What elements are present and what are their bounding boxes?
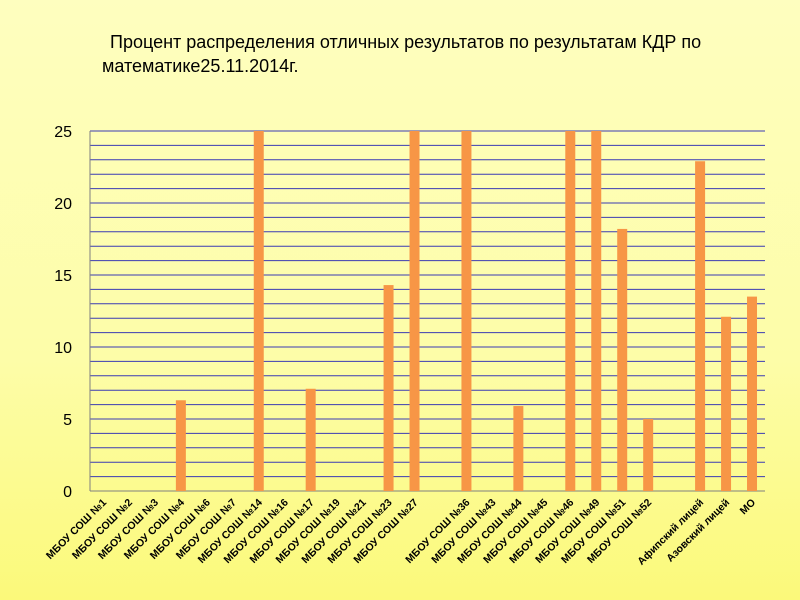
axes: [89, 131, 765, 492]
bar: [747, 296, 758, 491]
bar: [617, 228, 628, 492]
gridlines: [90, 130, 765, 478]
y-tick-label: 0: [63, 484, 72, 501]
bar: [695, 161, 706, 492]
x-tick-label: МО: [738, 497, 758, 517]
bars: [175, 131, 758, 492]
y-tick-label: 25: [54, 124, 72, 141]
bar: [305, 388, 316, 491]
y-tick-labels: 0 5 10 15 20 25: [54, 124, 72, 501]
bar: [565, 131, 576, 491]
bar: [253, 131, 264, 491]
chart-title: Процент распределения отличных результат…: [102, 32, 702, 76]
y-tick-label: 20: [54, 196, 72, 213]
bar: [591, 131, 602, 491]
bar: [409, 131, 420, 491]
bar: [383, 285, 394, 491]
y-tick-label: 5: [63, 412, 72, 429]
bar: [461, 131, 472, 491]
bar: [643, 419, 654, 491]
bar: [513, 406, 524, 491]
y-tick-label: 10: [54, 340, 72, 357]
bar: [721, 316, 732, 491]
bar: [175, 400, 186, 491]
y-tick-label: 15: [54, 268, 72, 285]
